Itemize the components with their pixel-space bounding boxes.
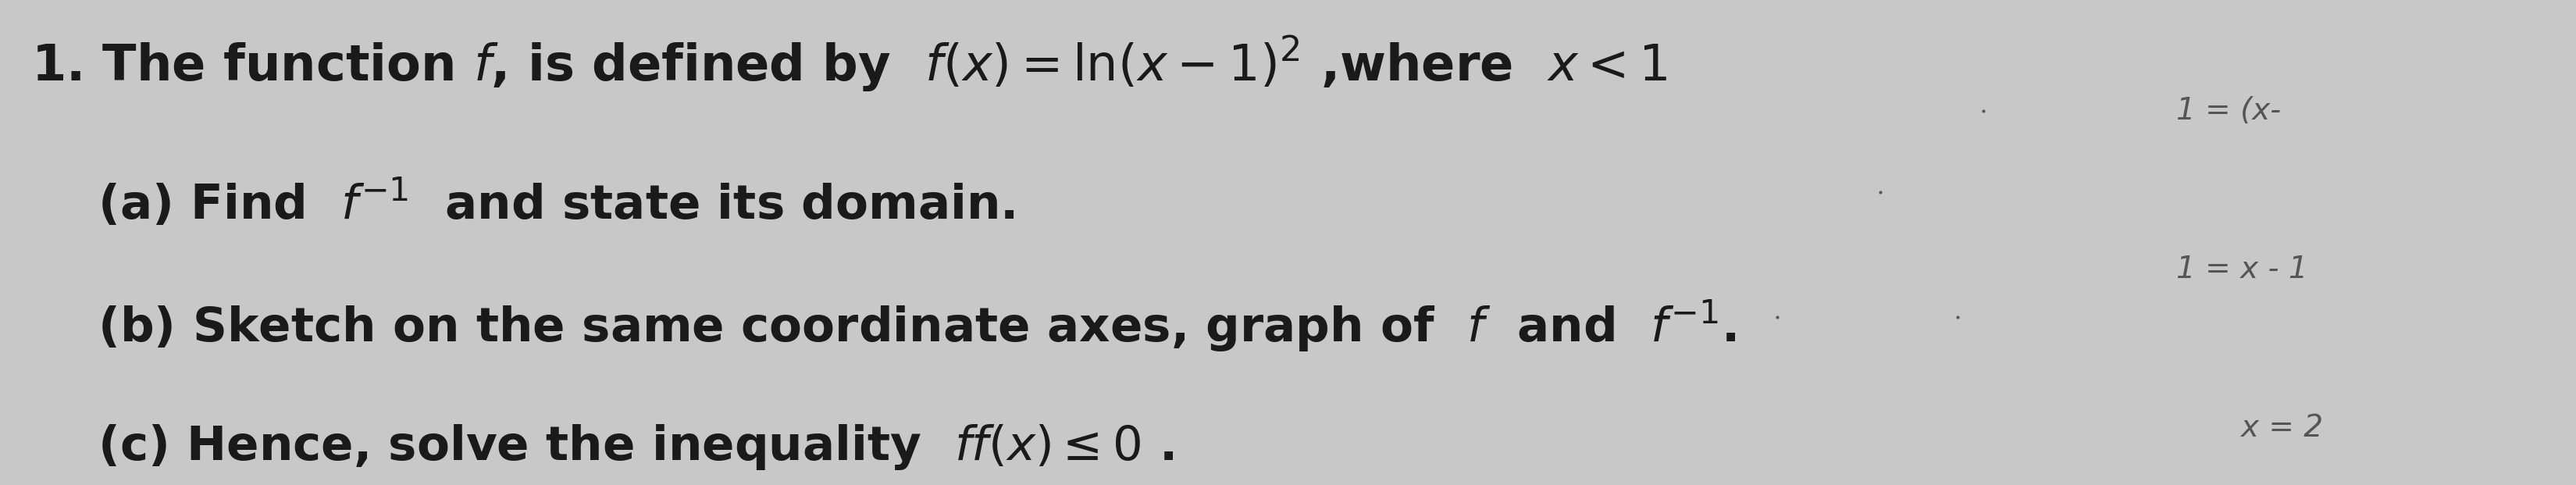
Text: (b) Sketch on the same coordinate axes, graph of  $f$  and  $f^{-1}$.: (b) Sketch on the same coordinate axes, … <box>31 298 1736 354</box>
Text: 1. The function $f$, is defined by  $f(x) = \mathrm{ln}(x-1)^2$ ,where  $x < 1$: 1. The function $f$, is defined by $f(x)… <box>31 34 1667 94</box>
Text: (c) Hence, solve the inequality  $ff(x) \leq 0$ .: (c) Hence, solve the inequality $ff(x) \… <box>31 422 1175 472</box>
Text: x = 2: x = 2 <box>2241 413 2324 443</box>
Text: 1 = (x-: 1 = (x- <box>2177 97 2282 126</box>
Text: (a) Find  $f^{-1}$  and state its domain.: (a) Find $f^{-1}$ and state its domain. <box>31 178 1015 230</box>
Text: 1 = x - 1: 1 = x - 1 <box>2177 255 2308 284</box>
